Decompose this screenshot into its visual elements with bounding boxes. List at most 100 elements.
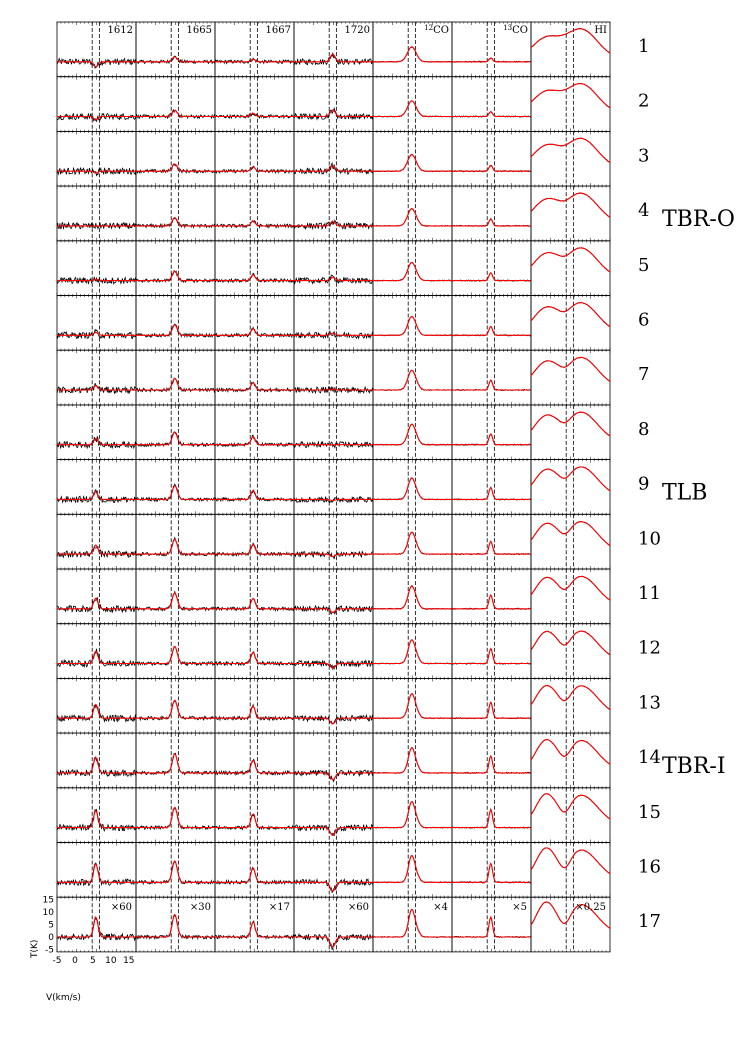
- observed-spectrum: [373, 584, 453, 610]
- panel-frame: [135, 568, 216, 625]
- model-spectrum: [136, 270, 215, 282]
- model-spectrum: [373, 477, 452, 500]
- observed-spectrum: [372, 208, 453, 227]
- model-spectrum: [136, 377, 215, 391]
- model-spectrum: [294, 332, 373, 336]
- model-spectrum: [373, 154, 452, 172]
- panel-frame: [451, 787, 532, 843]
- spectrum-panel: [135, 732, 216, 789]
- panel-frame: [451, 240, 532, 296]
- model-spectrum: [294, 221, 373, 227]
- panel-frame: [372, 185, 453, 242]
- spectrum-panel: [293, 787, 374, 843]
- spectrum-panel: [135, 513, 216, 570]
- observed-spectrum: [372, 100, 453, 118]
- spectrum-panel: [372, 623, 453, 679]
- model-spectrum: [373, 639, 452, 665]
- model-spectrum: [215, 220, 294, 227]
- observed-spectrum: [214, 57, 295, 65]
- spectra-row: [56, 76, 611, 132]
- observed-spectrum: [135, 807, 216, 831]
- model-spectrum: [452, 540, 531, 555]
- spectrum-panel: [214, 732, 295, 789]
- spectrum-panel: [451, 185, 532, 242]
- spectrum-panel: [372, 459, 453, 515]
- spectrum-panel: [214, 513, 295, 570]
- spectrum-panel: [214, 678, 295, 734]
- model-spectrum: [57, 331, 136, 336]
- model-spectrum: [215, 112, 294, 118]
- panel-frame: [293, 513, 374, 570]
- panel-frame: [372, 678, 453, 734]
- model-spectrum: [57, 278, 136, 282]
- spectra-row: [56, 404, 611, 460]
- model-spectrum: [57, 491, 136, 500]
- spectra-row: [56, 513, 611, 570]
- panel-frame: [372, 349, 453, 406]
- model-spectrum: [215, 543, 294, 555]
- model-spectrum: [373, 747, 452, 774]
- panel-frame: [451, 295, 532, 351]
- panel-frame: [214, 678, 295, 734]
- observed-spectrum: [293, 330, 374, 340]
- model-spectrum: [530, 575, 611, 601]
- panel-frame: [135, 787, 216, 843]
- panel-frame: [293, 130, 374, 187]
- panel-frame: [135, 240, 216, 296]
- model-spectrum: [215, 436, 294, 446]
- spectrum-panel: [372, 240, 453, 296]
- panel-frame: [56, 130, 137, 187]
- model-spectrum: [57, 756, 136, 774]
- model-spectrum: [452, 379, 531, 391]
- spectrum-panel: [372, 130, 453, 187]
- model-spectrum: [136, 645, 215, 665]
- spectrum-panel: [214, 787, 295, 843]
- model-spectrum: [136, 109, 215, 118]
- panel-frame: [293, 349, 374, 406]
- model-spectrum: [215, 328, 294, 336]
- panel-frame: [451, 76, 532, 132]
- observed-spectrum: [372, 423, 453, 446]
- panel-frame: [56, 404, 137, 460]
- observed-spectrum: [293, 713, 374, 725]
- spectrum-panel: [293, 76, 374, 132]
- panel-frame: [214, 568, 295, 625]
- observed-spectrum: [293, 161, 374, 176]
- spectrum-panel: [451, 76, 532, 132]
- panel-frame: [293, 240, 374, 296]
- spectrum-panel: [451, 349, 532, 406]
- model-spectrum: [57, 115, 136, 121]
- panel-frame: [372, 130, 453, 187]
- panel-frame: [135, 623, 216, 679]
- spectrum-panel: [372, 732, 453, 789]
- observed-spectrum: [372, 746, 453, 775]
- observed-spectrum: [530, 411, 611, 437]
- model-spectrum: [136, 431, 215, 446]
- model-spectrum: [215, 813, 294, 829]
- spectrum-panel: [530, 678, 611, 734]
- panel-frame: [451, 349, 532, 406]
- model-spectrum: [57, 385, 136, 391]
- spectrum-panel: [293, 349, 374, 406]
- spectrum-panel: [214, 459, 295, 515]
- model-spectrum: [136, 324, 215, 336]
- spectrum-panel: [56, 678, 137, 734]
- observed-spectrum: [56, 648, 137, 669]
- observed-spectrum: [372, 261, 453, 282]
- spectrum-panel: [56, 130, 137, 187]
- panel-frame: [530, 459, 611, 515]
- observed-spectrum: [214, 703, 295, 722]
- model-spectrum: [530, 137, 611, 164]
- spectrum-panel: [530, 623, 611, 679]
- model-spectrum: [57, 544, 136, 555]
- model-spectrum: [530, 739, 611, 765]
- panel-frame: [372, 568, 453, 625]
- spectrum-panel: [293, 678, 374, 734]
- spectra-row: [56, 787, 611, 843]
- observed-spectrum: [293, 495, 374, 504]
- panel-frame: [293, 623, 374, 679]
- model-spectrum: [373, 585, 452, 610]
- spectra-row: [56, 568, 611, 625]
- spectrum-panel: [293, 459, 374, 515]
- model-spectrum: [294, 662, 373, 669]
